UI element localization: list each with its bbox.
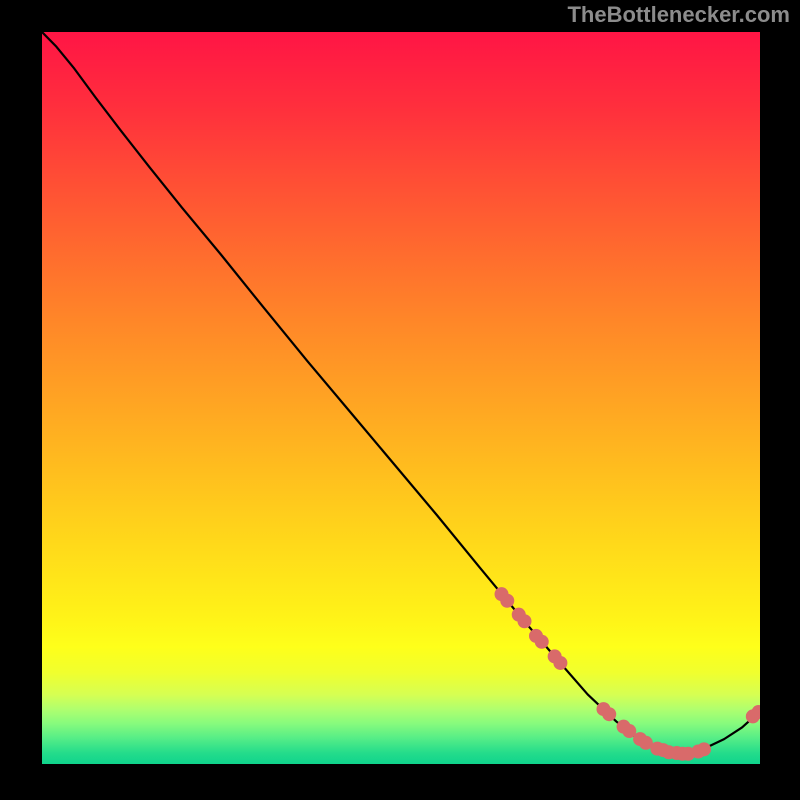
data-marker: [518, 614, 532, 628]
data-marker: [500, 594, 514, 608]
data-marker: [535, 635, 549, 649]
chart-svg: [42, 32, 760, 764]
data-marker: [697, 742, 711, 756]
data-marker: [602, 707, 616, 721]
chart-background: [42, 32, 760, 764]
watermark-text: TheBottlenecker.com: [567, 2, 790, 28]
chart-frame: TheBottlenecker.com: [0, 0, 800, 800]
data-marker: [553, 656, 567, 670]
